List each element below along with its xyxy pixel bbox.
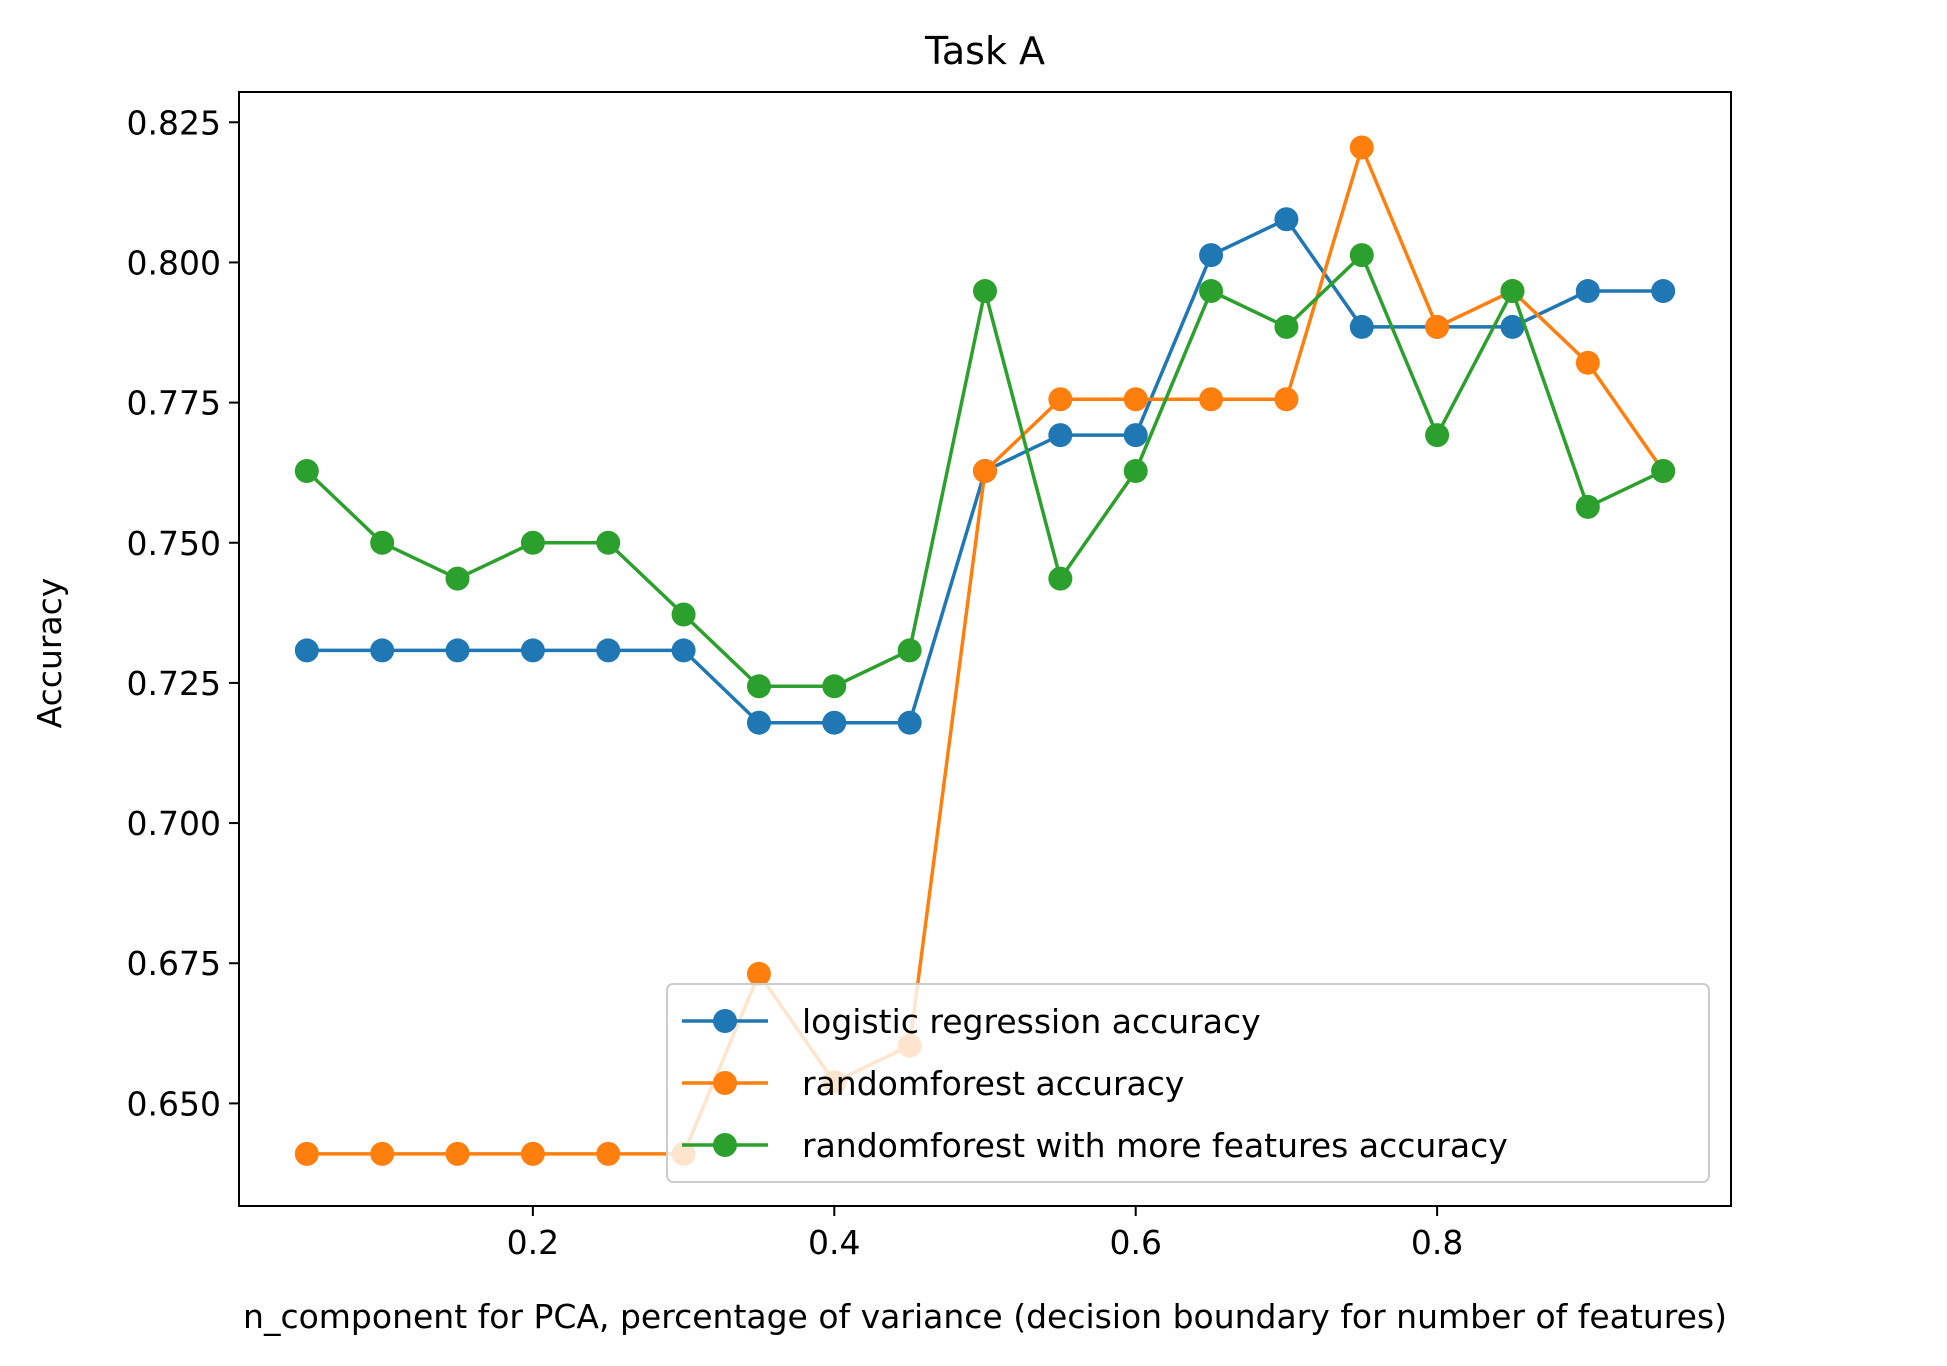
y-tick-label: 0.700 (127, 804, 221, 843)
data-point (1048, 566, 1073, 591)
data-point (746, 674, 771, 699)
x-tick-label: 0.2 (507, 1223, 559, 1262)
y-tick-label: 0.825 (127, 103, 221, 142)
data-point (1199, 387, 1224, 412)
y-axis-label: Accuracy (30, 578, 69, 729)
data-point (1048, 387, 1073, 412)
data-point (746, 961, 771, 986)
data-point (1274, 387, 1299, 412)
data-point (1274, 207, 1299, 232)
legend-label: randomforest accuracy (802, 1064, 1184, 1103)
data-point (671, 638, 696, 663)
data-point (822, 674, 847, 699)
y-tick-label: 0.775 (127, 384, 221, 423)
y-tick-label: 0.800 (127, 243, 221, 282)
data-point (897, 710, 922, 735)
data-point (370, 1141, 395, 1166)
legend-box (666, 983, 1710, 1183)
data-point (1349, 243, 1374, 268)
data-point (1575, 494, 1600, 519)
x-tick-label: 0.4 (808, 1223, 860, 1262)
data-point (897, 638, 922, 663)
data-point (520, 530, 545, 555)
data-point (445, 638, 470, 663)
data-point (520, 1141, 545, 1166)
y-tick-label: 0.675 (127, 944, 221, 983)
series-layer (294, 135, 1676, 1166)
legend-marker (713, 1071, 737, 1095)
y-tick-label: 0.750 (127, 524, 221, 563)
series-3 (294, 243, 1676, 699)
data-point (1500, 314, 1525, 339)
legend-marker (713, 1009, 737, 1033)
data-point (1199, 279, 1224, 304)
data-point (1123, 423, 1148, 448)
x-axis: 0.2 0.4 0.6 0.8 (507, 1206, 1463, 1262)
data-point (596, 530, 621, 555)
data-point (520, 638, 545, 663)
legend-marker (713, 1133, 737, 1157)
data-point (445, 1141, 470, 1166)
data-point (370, 530, 395, 555)
y-axis: 0.650 0.675 0.700 0.725 0.750 0.775 0.800 0.825 (127, 103, 239, 1123)
data-point (370, 638, 395, 663)
data-point (1349, 135, 1374, 160)
data-point (1575, 279, 1600, 304)
legend-entry: logistic regression accuracy (682, 1002, 1261, 1041)
data-point (973, 458, 997, 483)
x-tick-label: 0.8 (1411, 1223, 1463, 1262)
data-point (294, 458, 319, 483)
data-point (1575, 350, 1600, 375)
data-point (1274, 314, 1299, 339)
data-point (1048, 423, 1073, 448)
legend-entry: randomforest accuracy (682, 1064, 1184, 1103)
data-point (671, 602, 696, 627)
legend-entry: randomforest with more features accuracy (682, 1126, 1508, 1165)
axes-frame (238, 91, 1732, 1207)
data-point (294, 638, 319, 663)
data-point (294, 1141, 319, 1166)
data-point (822, 710, 847, 735)
data-point (1349, 314, 1374, 339)
legend-entries: logistic regression accuracy randomforest… (682, 1002, 1508, 1165)
legend: logistic regression accuracy randomforest… (666, 983, 1710, 1183)
x-tick-label: 0.6 (1109, 1223, 1161, 1262)
data-point (596, 1141, 621, 1166)
data-point (746, 710, 771, 735)
data-point (1123, 458, 1148, 483)
data-point (973, 279, 997, 304)
data-point (1651, 279, 1676, 304)
data-point (596, 638, 621, 663)
data-point (1425, 423, 1450, 448)
legend-label: logistic regression accuracy (802, 1002, 1261, 1041)
y-tick-label: 0.725 (127, 664, 221, 703)
chart-title: Task A (924, 29, 1045, 73)
y-tick-label: 0.650 (127, 1084, 221, 1123)
data-point (445, 566, 470, 591)
data-point (1199, 243, 1224, 268)
x-axis-label: n_component for PCA, percentage of varia… (243, 1297, 1727, 1336)
legend-label: randomforest with more features accuracy (802, 1126, 1508, 1165)
plot-area (238, 91, 1732, 1207)
data-point (1651, 458, 1676, 483)
data-point (1425, 314, 1450, 339)
data-point (1123, 387, 1148, 412)
data-point (1500, 279, 1525, 304)
